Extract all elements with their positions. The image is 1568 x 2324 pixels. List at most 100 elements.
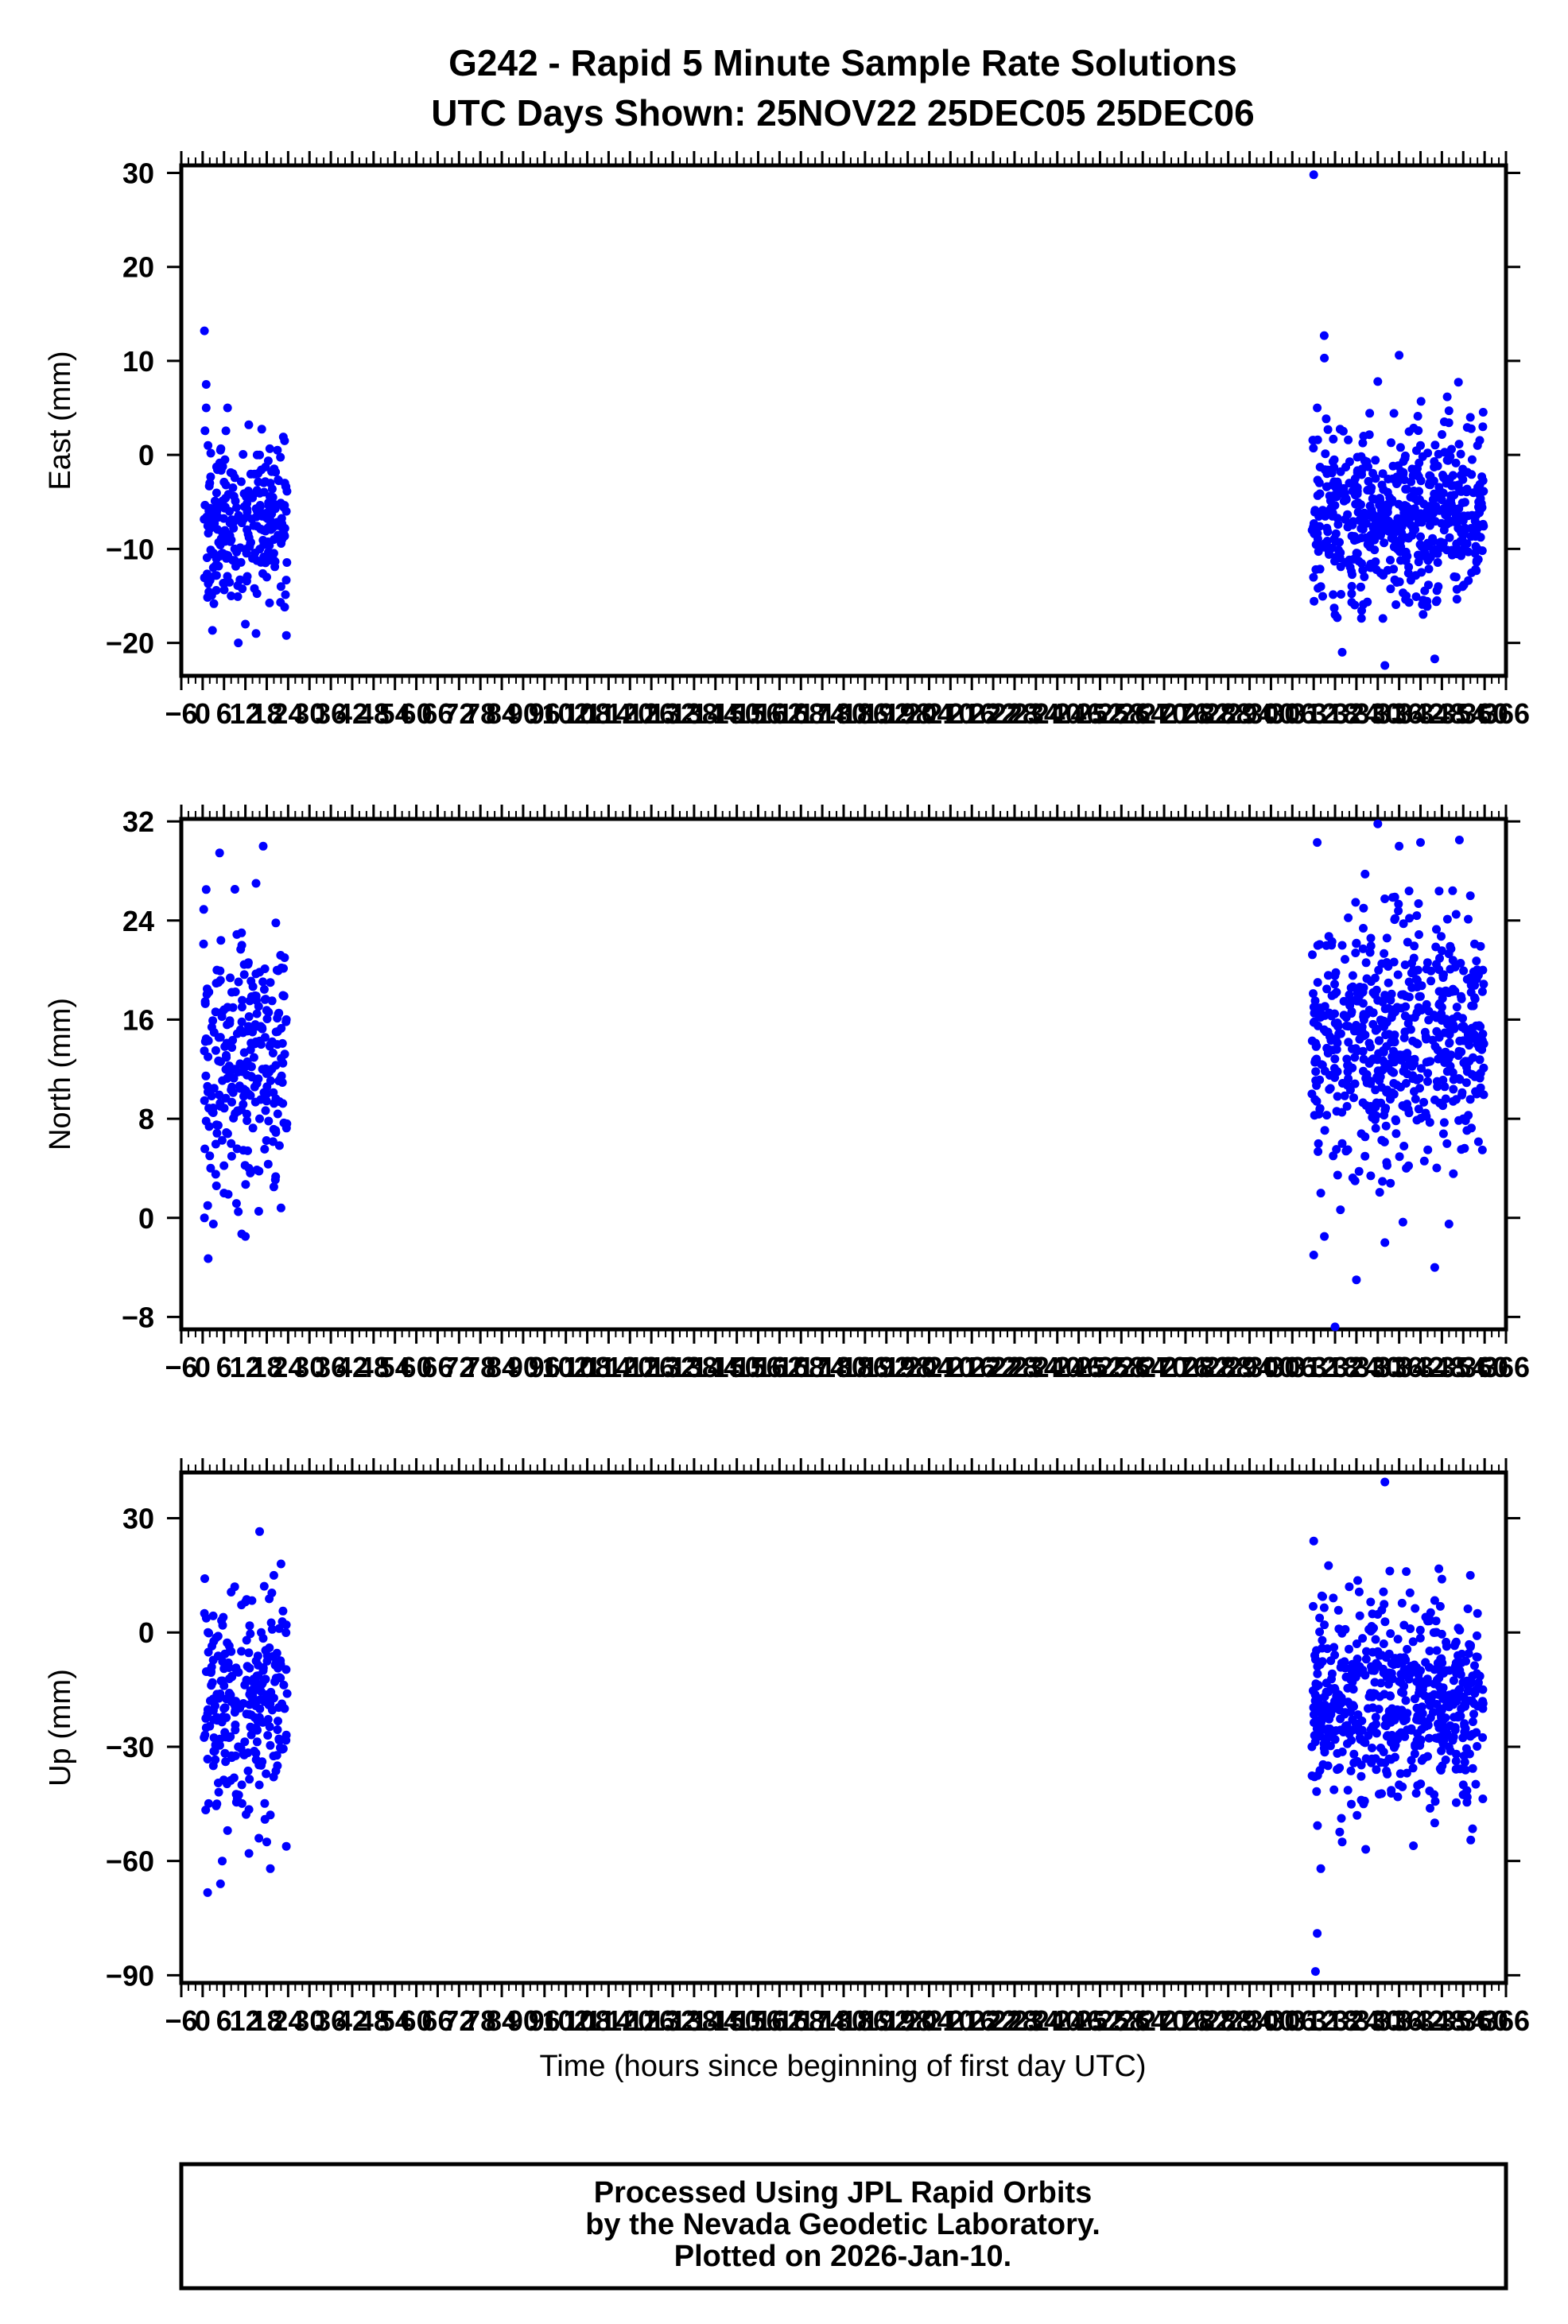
- data-point: [1416, 1736, 1425, 1746]
- data-point: [1441, 1756, 1450, 1764]
- x-tick-label: 330: [1354, 697, 1402, 730]
- data-point: [1364, 1038, 1374, 1048]
- data-point: [1335, 1827, 1345, 1837]
- data-point: [1437, 1574, 1446, 1584]
- x-tick-label: 288: [1205, 2004, 1252, 2037]
- data-point: [218, 1856, 227, 1866]
- x-tick-label: 288: [1205, 1351, 1252, 1383]
- data-point: [1323, 1027, 1333, 1037]
- data-point: [212, 571, 221, 580]
- data-point: [266, 978, 275, 987]
- x-tick-label: 66: [421, 697, 453, 730]
- data-point: [1366, 977, 1376, 986]
- data-point: [1473, 1608, 1482, 1618]
- data-point: [1457, 499, 1467, 507]
- data-point: [1404, 427, 1414, 436]
- data-point: [1384, 1679, 1393, 1689]
- data-point: [1392, 472, 1402, 482]
- data-point: [1386, 556, 1395, 565]
- data-point: [1430, 1628, 1440, 1637]
- data-point: [246, 1045, 255, 1054]
- x-tick-label: 282: [1183, 2004, 1231, 2037]
- x-tick-label: 60: [401, 2004, 433, 2037]
- x-tick-label: 54: [379, 1351, 411, 1383]
- x-tick-label: 90: [507, 697, 539, 730]
- data-point: [1311, 1042, 1321, 1051]
- data-point: [1341, 955, 1349, 964]
- data-point: [1434, 506, 1444, 515]
- data-point: [1472, 510, 1481, 520]
- x-tick-label: 120: [606, 1351, 654, 1383]
- data-point: [245, 1775, 254, 1784]
- data-point: [1387, 1755, 1395, 1764]
- data-point: [1376, 1744, 1385, 1752]
- data-point: [1309, 436, 1318, 445]
- data-point: [1403, 1018, 1413, 1028]
- data-point: [1333, 545, 1343, 555]
- data-point: [1314, 509, 1324, 518]
- data-point: [1473, 1678, 1483, 1687]
- x-tick-label: 162: [755, 1351, 803, 1383]
- data-point: [1345, 1729, 1354, 1739]
- data-point: [1419, 596, 1428, 605]
- data-point: [272, 1648, 281, 1658]
- data-point: [255, 1527, 264, 1536]
- data-point: [1329, 1593, 1338, 1603]
- data-point: [1446, 491, 1456, 500]
- data-point: [227, 1647, 236, 1656]
- data-point: [1313, 838, 1322, 848]
- data-point: [1331, 529, 1341, 538]
- data-point: [1433, 1082, 1442, 1092]
- data-point: [1430, 654, 1439, 664]
- data-point: [1343, 1786, 1353, 1795]
- data-point: [1340, 1657, 1349, 1666]
- data-point: [1307, 1742, 1317, 1752]
- data-point: [1309, 989, 1318, 999]
- data-point: [203, 1888, 212, 1897]
- data-point: [1462, 1067, 1472, 1077]
- data-point: [254, 1002, 263, 1011]
- points-group: [199, 819, 1488, 1332]
- x-tick-label: 12: [230, 1351, 262, 1383]
- data-point: [1413, 412, 1422, 421]
- data-point: [200, 997, 210, 1007]
- x-tick-label: 246: [1055, 697, 1103, 730]
- data-point: [1310, 596, 1319, 606]
- x-tick-label: 204: [905, 2004, 953, 2037]
- data-point: [1465, 1570, 1475, 1580]
- x-tick-label: 96: [529, 697, 561, 730]
- data-point: [1371, 456, 1380, 465]
- data-point: [1424, 1007, 1434, 1016]
- data-point: [1430, 1263, 1439, 1272]
- data-point: [200, 1213, 209, 1223]
- data-point: [1466, 1640, 1475, 1650]
- data-point: [1444, 1054, 1454, 1064]
- data-point: [1329, 434, 1338, 444]
- data-point: [1388, 461, 1398, 471]
- data-point: [260, 995, 270, 1004]
- data-point: [1366, 1102, 1376, 1111]
- data-point: [1451, 1756, 1461, 1766]
- data-point: [231, 1721, 240, 1729]
- data-point: [212, 1120, 221, 1130]
- x-tick-label: 54: [379, 697, 411, 730]
- x-tick-label: 108: [564, 697, 611, 730]
- data-point: [1398, 1217, 1407, 1227]
- data-point: [1412, 1677, 1422, 1686]
- data-point: [1430, 463, 1439, 471]
- x-tick-label: 222: [969, 697, 1017, 730]
- data-point: [1473, 1040, 1482, 1049]
- data-point: [1312, 1054, 1322, 1064]
- data-point: [1472, 1021, 1481, 1030]
- data-point: [251, 1748, 261, 1758]
- data-point: [1337, 1139, 1347, 1148]
- x-tick-label: 126: [627, 1351, 675, 1383]
- data-point: [1467, 455, 1477, 464]
- data-point: [1452, 595, 1461, 604]
- x-tick-label: 234: [1012, 697, 1060, 730]
- data-point: [271, 1027, 281, 1037]
- x-tick-label: 354: [1439, 2004, 1487, 2037]
- data-point: [1337, 941, 1347, 950]
- data-point: [262, 1656, 272, 1666]
- data-point: [1420, 1027, 1430, 1037]
